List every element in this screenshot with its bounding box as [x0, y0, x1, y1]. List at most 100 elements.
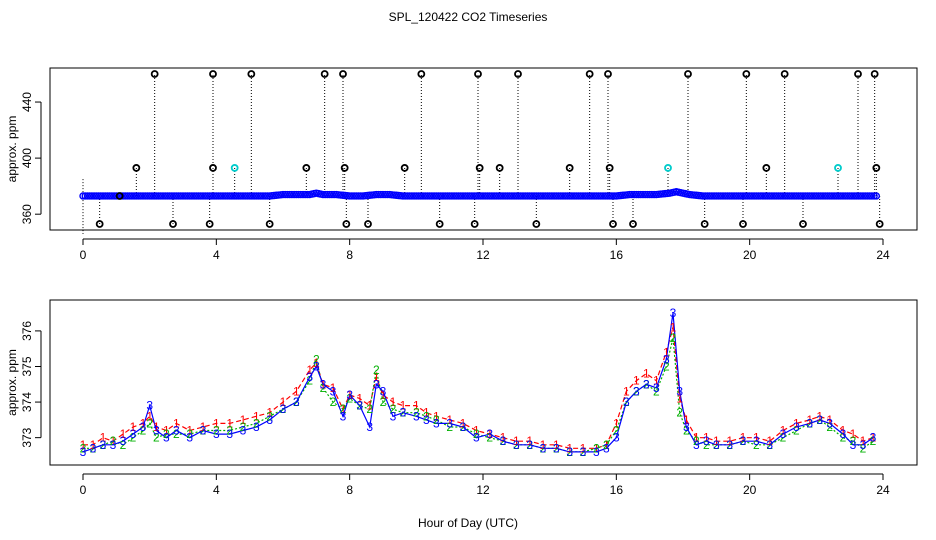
series-3-marker: 3	[663, 352, 670, 366]
series-1-marker: 1	[120, 427, 127, 441]
series-3-marker: 3	[120, 434, 127, 448]
series-1-marker: 1	[840, 424, 847, 438]
spike-point	[475, 164, 484, 172]
series-3-marker: 3	[860, 438, 867, 452]
series-1-marker: 1	[226, 416, 233, 430]
spike-point	[132, 164, 141, 172]
x-tick-label: 16	[610, 248, 624, 262]
series-3-marker: 3	[726, 438, 733, 452]
spike-point	[320, 70, 329, 78]
series-3-marker: 3	[293, 395, 300, 409]
series-3-marker: 3	[850, 438, 857, 452]
series-2-marker: 2	[633, 384, 640, 398]
series-3-marker: 3	[683, 420, 690, 434]
series-3-marker: 3	[266, 413, 273, 427]
spike-point	[470, 220, 479, 228]
spike-point	[742, 70, 751, 78]
series-1-marker: 1	[213, 416, 220, 430]
spike-point	[417, 70, 426, 78]
series-3-marker: 3	[676, 384, 683, 398]
series-1-marker: 1	[390, 395, 397, 409]
spike-point	[364, 220, 372, 228]
series-1-marker: 1	[90, 438, 97, 452]
series-1-marker: 1	[110, 434, 117, 448]
series-2-marker: 2	[356, 399, 363, 413]
series-3-marker: 3	[603, 441, 610, 455]
series-2-marker: 2	[526, 438, 533, 452]
series-3-marker: 3	[253, 420, 260, 434]
chart-title: SPL_120422 CO2 Timeseries	[389, 10, 548, 24]
y-tick-label: 375	[20, 356, 34, 376]
spike-point	[565, 164, 574, 172]
spike-point	[834, 164, 842, 172]
x-tick-label: 0	[80, 248, 87, 262]
series-1-marker: 1	[130, 420, 137, 434]
series-2-marker: 2	[460, 420, 467, 434]
series-1-marker: 1	[486, 427, 493, 441]
spike-point	[474, 70, 482, 78]
y-tick-label: 374	[20, 392, 34, 412]
series-2-marker: 2	[826, 420, 833, 434]
series-3-marker: 3	[870, 431, 877, 445]
x-tick-label: 8	[346, 248, 353, 262]
series-2-marker: 2	[253, 416, 260, 430]
series-2-marker: 2	[740, 434, 747, 448]
series-2-marker: 2	[423, 409, 430, 423]
series-2-marker: 2	[110, 434, 117, 448]
series-1-marker: 1	[870, 431, 877, 445]
series-3-marker: 3	[280, 402, 287, 416]
series-1-marker: 1	[580, 441, 587, 455]
series-2-marker: 2	[340, 402, 347, 416]
series-2-marker: 2	[226, 424, 233, 438]
series-3-marker: 3	[740, 434, 747, 448]
series-1-marker: 1	[593, 441, 600, 455]
spike-point	[664, 164, 672, 172]
series-1-marker: 1	[400, 399, 407, 413]
series-3-marker: 3	[413, 409, 420, 423]
spike-point	[209, 164, 217, 172]
spike-point	[875, 220, 884, 228]
series-3-marker: 3	[346, 388, 353, 402]
y-tick-label: 373	[20, 427, 34, 447]
x-tick-label: 20	[743, 483, 757, 497]
series-1-marker: 1	[653, 374, 660, 388]
series-2-marker: 2	[373, 363, 380, 377]
spike-point	[169, 220, 177, 228]
series-3-marker: 3	[340, 409, 347, 423]
spike-point	[205, 220, 214, 228]
series-3-marker: 3	[330, 384, 337, 398]
series-3-marker: 3	[400, 406, 407, 420]
series-1-marker: 1	[753, 431, 760, 445]
series-1-marker: 1	[540, 438, 547, 452]
series-3-marker: 3	[540, 441, 547, 455]
series-2-marker: 2	[643, 377, 650, 391]
series-2-marker: 2	[390, 402, 397, 416]
series-2-marker: 2	[293, 395, 300, 409]
series-1-marker: 1	[240, 413, 247, 427]
series-2-marker: 2	[173, 427, 180, 441]
series-1-marker: 1	[526, 434, 533, 448]
spike-point	[604, 70, 612, 78]
series-1-marker: 1	[793, 416, 800, 430]
series-3-marker: 3	[380, 384, 387, 398]
series-1-marker: 1	[266, 406, 273, 420]
series-1-marker: 1	[500, 431, 507, 445]
series-2-marker: 2	[330, 395, 337, 409]
spike-point	[799, 220, 807, 228]
series-2-marker: 2	[793, 424, 800, 438]
baseline-point	[303, 190, 312, 199]
series-1-marker: 1	[553, 438, 560, 452]
spike-point	[780, 70, 789, 78]
series-2-marker: 2	[153, 431, 160, 445]
x-tick-label: 20	[743, 248, 757, 262]
series-3-marker: 3	[200, 424, 207, 438]
series-3-marker: 3	[500, 434, 507, 448]
series-2-marker: 2	[623, 395, 630, 409]
spike-point	[209, 70, 217, 78]
series-3-marker: 3	[423, 413, 430, 427]
series-3-marker: 3	[373, 377, 380, 391]
series-2-marker: 2	[676, 406, 683, 420]
y-axis-label: approx. ppm	[5, 349, 19, 416]
series-3-marker: 3	[153, 424, 160, 438]
